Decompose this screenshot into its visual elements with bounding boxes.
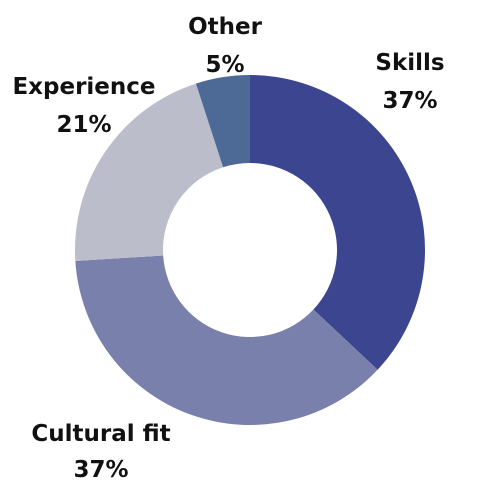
slice-label-experience: Experience: [12, 74, 155, 100]
slice-value-experience: 21%: [56, 112, 111, 138]
slice-labels: Skills 37% Cultural fit 37% Experience 2…: [12, 14, 444, 483]
slice-skills: [250, 75, 425, 370]
slice-label-other: Other: [188, 14, 263, 40]
slice-value-skills: 37%: [382, 88, 437, 114]
slice-cultural-fit: [75, 255, 378, 425]
slice-value-cultural-fit: 37%: [73, 457, 128, 483]
slice-label-cultural-fit: Cultural fit: [31, 421, 170, 447]
slice-other: [195, 75, 250, 168]
slice-experience: [75, 83, 224, 261]
donut-slices: [75, 75, 425, 425]
slice-value-other: 5%: [205, 52, 244, 78]
slice-label-skills: Skills: [375, 50, 444, 76]
